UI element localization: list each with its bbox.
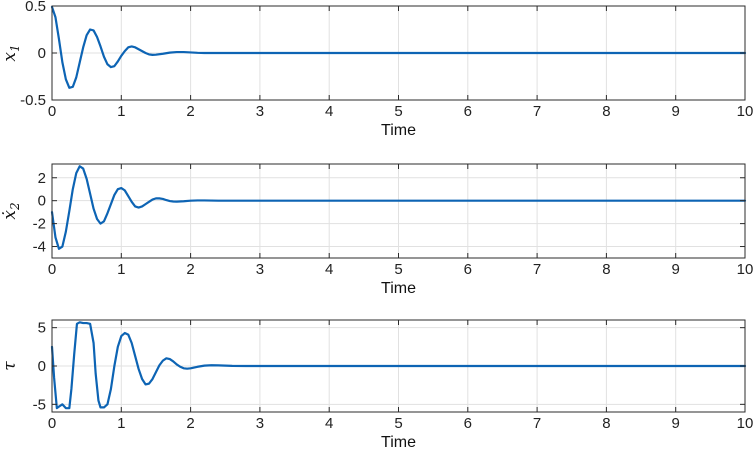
x-axis-label: Time (381, 122, 416, 139)
y-axis-label: ẋ2 (0, 202, 22, 219)
x-tick-label: 1 (117, 103, 125, 120)
x-tick-label: 8 (602, 415, 610, 432)
x-tick-label: 9 (672, 261, 680, 278)
y-axis-label-symbol: ẋ (0, 210, 20, 220)
y-tick-label: 0 (38, 193, 46, 210)
x-tick-label: 10 (737, 103, 754, 120)
x-tick-label: 0 (48, 261, 56, 278)
x-tick-label: 4 (325, 261, 333, 278)
x-tick-label: 7 (533, 415, 541, 432)
y-tick-label: 0 (38, 45, 46, 62)
y-axis-label-subscript: 2 (8, 202, 22, 211)
x-tick-label: 0 (48, 415, 56, 432)
series-line (50, 321, 747, 410)
x-tick-label: 3 (256, 415, 264, 432)
x-tick-label: 6 (464, 415, 472, 432)
x-tick-label: 6 (464, 261, 472, 278)
x-tick-label: 2 (186, 103, 194, 120)
y-tick-label: -5 (33, 396, 46, 413)
x-tick-label: 3 (256, 261, 264, 278)
x-tick-label: 8 (602, 261, 610, 278)
x-tick-label: 2 (186, 261, 194, 278)
y-tick-label: 5 (38, 320, 46, 337)
y-tick-label: 0 (38, 358, 46, 375)
series-line (50, 165, 747, 250)
x-tick-label: 4 (325, 103, 333, 120)
y-axis-label-subscript: 1 (8, 44, 22, 52)
x-tick-label: 5 (394, 261, 402, 278)
y-tick-label: 2 (38, 170, 46, 187)
x-tick-label: 9 (672, 415, 680, 432)
x-tick-label: 0 (48, 103, 56, 120)
y-axis-label: τ (0, 361, 20, 371)
x-tick-label: 5 (394, 415, 402, 432)
y-tick-label: -4 (33, 239, 46, 256)
x-tick-label: 8 (602, 103, 610, 120)
x-axis-label: Time (381, 280, 416, 297)
x-axis-label: Time (381, 434, 416, 451)
y-axis-label-symbol: x (0, 52, 20, 62)
x-tick-label: 5 (394, 103, 402, 120)
y-tick-label: -2 (33, 216, 46, 233)
x-tick-label: 7 (533, 103, 541, 120)
series-line (50, 5, 747, 89)
x-tick-label: 1 (117, 261, 125, 278)
x-tick-label: 4 (325, 415, 333, 432)
x-tick-label: 10 (737, 261, 754, 278)
y-axis-label-symbol: τ (0, 361, 20, 371)
y-tick-label: 0.5 (25, 0, 46, 15)
x-tick-label: 9 (672, 103, 680, 120)
x-tick-label: 7 (533, 261, 541, 278)
x-tick-label: 3 (256, 103, 264, 120)
y-axis-label: x1 (0, 44, 22, 61)
y-tick-label: -0.5 (20, 92, 46, 109)
x-tick-label: 1 (117, 415, 125, 432)
x-tick-label: 10 (737, 415, 754, 432)
x-tick-label: 6 (464, 103, 472, 120)
x-tick-label: 2 (186, 415, 194, 432)
